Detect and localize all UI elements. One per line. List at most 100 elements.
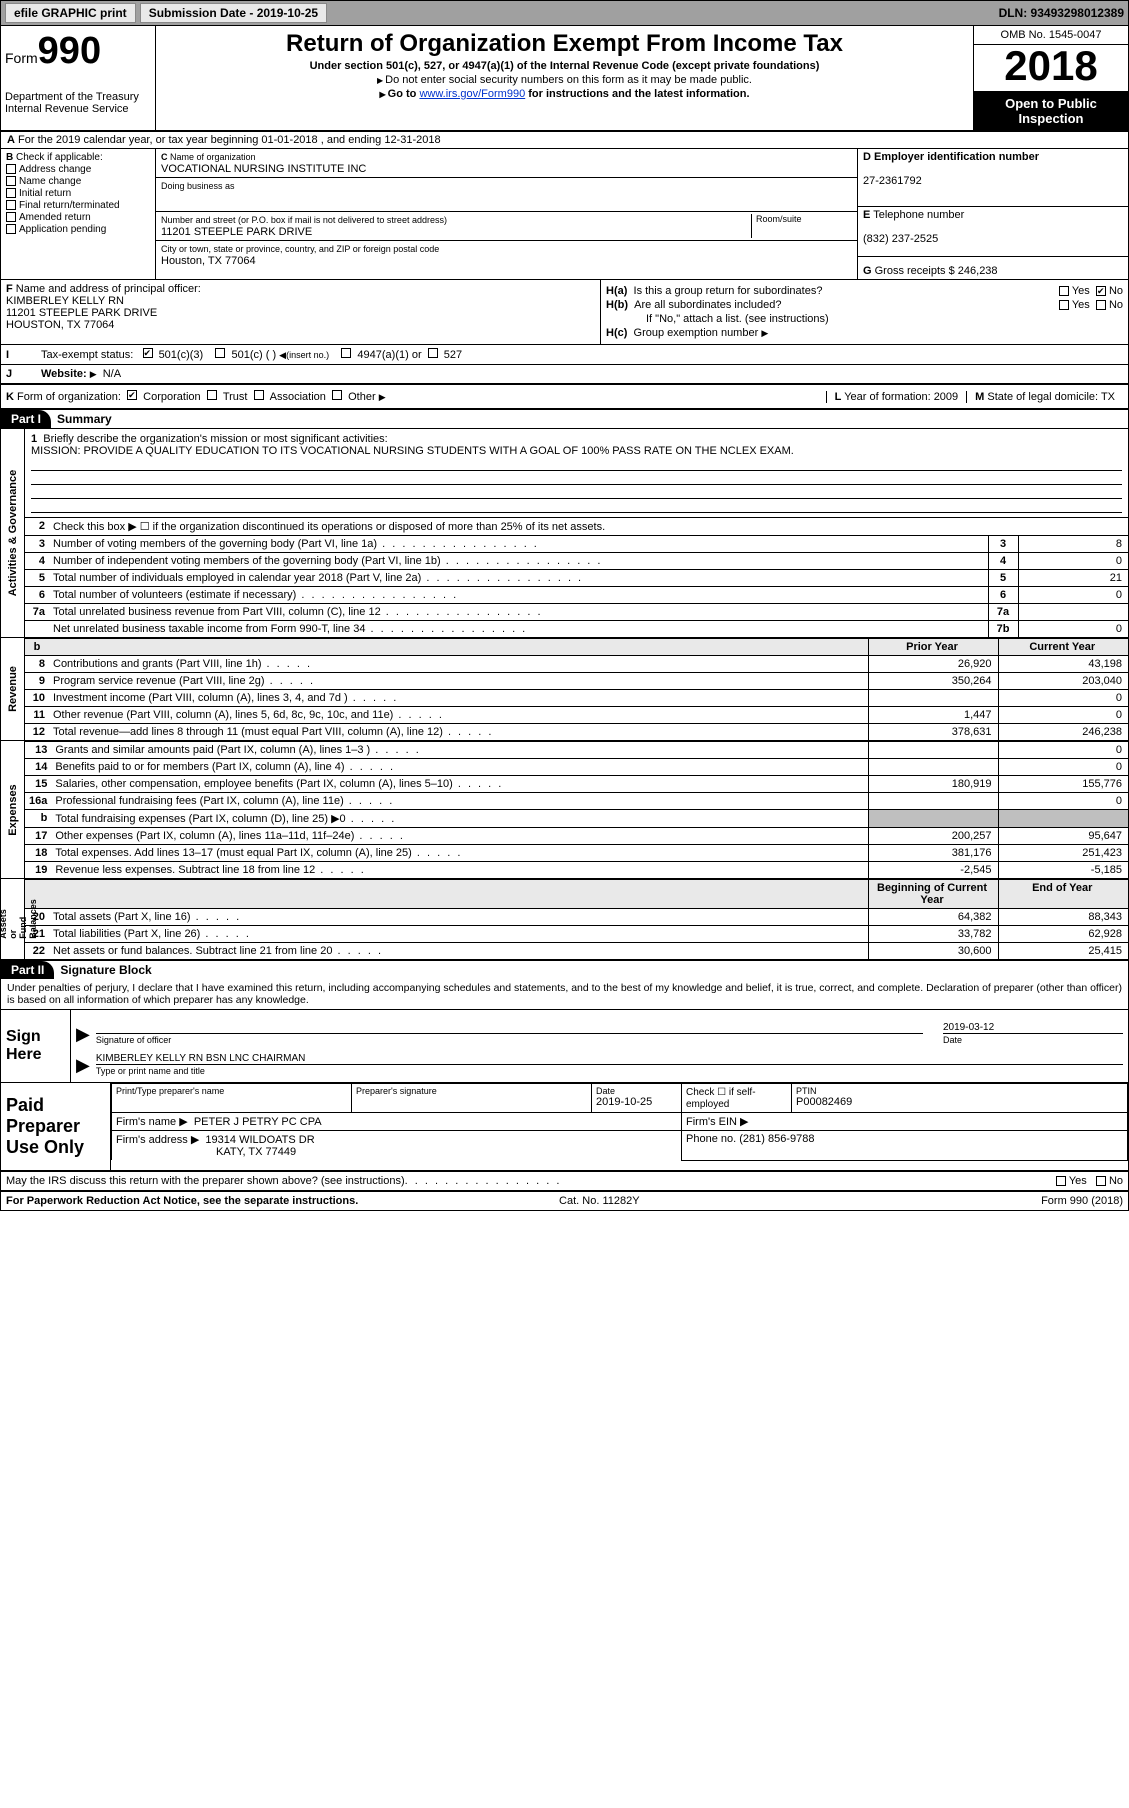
line1-label: Briefly describe the organization's miss… [43, 433, 387, 445]
chk-501c[interactable] [215, 348, 225, 358]
table-row: 17Other expenses (Part IX, column (A), l… [25, 828, 1128, 845]
column-h: H(a) Is this a group return for subordin… [601, 280, 1128, 344]
table-row: 8Contributions and grants (Part VIII, li… [25, 656, 1128, 673]
m-value: TX [1101, 391, 1115, 403]
h-b-yes: Yes [1072, 299, 1090, 311]
h-c-arrow [761, 327, 771, 339]
chk-app-pending[interactable]: Application pending [6, 224, 150, 235]
department-label: Department of the Treasury Internal Reve… [5, 91, 151, 115]
l-value: 2009 [934, 391, 958, 403]
table-row: 5Total number of individuals employed in… [25, 570, 1128, 587]
chk-assoc[interactable] [254, 390, 264, 400]
column-b: B Check if applicable: Address change Na… [1, 149, 156, 279]
topbar: efile GRAPHIC print Submission Date - 20… [1, 1, 1128, 26]
m-letter: M [975, 391, 984, 403]
chk-final-return[interactable]: Final return/terminated [6, 200, 150, 211]
pp-sig-label: Preparer's signature [356, 1086, 587, 1096]
header-mid: Return of Organization Exempt From Incom… [156, 26, 973, 130]
h-b-question: Are all subordinates included? [634, 299, 781, 311]
efile-print-button[interactable]: efile GRAPHIC print [5, 3, 136, 23]
f-letter: F [6, 283, 13, 295]
part2-header: Part II [1, 961, 54, 979]
lbl-assoc: Association [270, 391, 326, 403]
chk-corp[interactable] [127, 390, 137, 400]
officer-name: KIMBERLEY KELLY RN [6, 295, 124, 307]
chk-initial-return[interactable]: Initial return [6, 188, 150, 199]
table-row: 22Net assets or fund balances. Subtract … [25, 943, 1128, 960]
cat-no: Cat. No. 11282Y [559, 1195, 640, 1207]
column-f: F Name and address of principal officer:… [1, 280, 601, 344]
row-tax-status: I Tax-exempt status: 501(c)(3) 501(c) ( … [1, 345, 1128, 365]
f-label: Name and address of principal officer: [16, 283, 201, 295]
revenue-grid: 8Contributions and grants (Part VIII, li… [25, 655, 1128, 740]
vtab-expenses-label: Expenses [7, 784, 19, 835]
firm-addr1: 19314 WILDOATS DR [205, 1134, 314, 1146]
lbl-other: Other [348, 391, 376, 403]
table-row: 6Total number of volunteers (estimate if… [25, 587, 1128, 604]
signature-date: 2019-03-12 [943, 1022, 1123, 1033]
b-letter: B [6, 152, 13, 163]
row-website: J Website: N/A [1, 365, 1128, 385]
part2-title: Signature Block [54, 961, 157, 979]
vtab-revenue-label: Revenue [7, 666, 19, 712]
pp-self-label: Check ☐ if self-employed [686, 1087, 756, 1110]
chk-501c3[interactable] [143, 348, 153, 358]
h-b-no: No [1109, 299, 1123, 311]
h-a-no-chk[interactable] [1096, 286, 1106, 296]
officer-addr1: 11201 STEEPLE PARK DRIVE [6, 307, 157, 319]
h-b-yes-chk[interactable] [1059, 300, 1069, 310]
i-letter: I [6, 349, 9, 361]
part1-title: Summary [51, 410, 118, 428]
netassets-grid: 20Total assets (Part X, line 16)64,38288… [25, 908, 1128, 959]
b-label: Check if applicable: [16, 152, 103, 163]
h-a-yes-chk[interactable] [1059, 286, 1069, 296]
line1-num: 1 [31, 433, 37, 445]
lbl-501c3: 501(c)(3) [159, 349, 204, 361]
h-b-no-chk[interactable] [1096, 300, 1106, 310]
city-value: Houston, TX 77064 [161, 255, 256, 267]
vtab-revenue: Revenue [1, 638, 25, 740]
table-row: 7aTotal unrelated business revenue from … [25, 604, 1128, 621]
table-row: 12Total revenue—add lines 8 through 11 (… [25, 724, 1128, 741]
chk-address-change[interactable]: Address change [6, 164, 150, 175]
chk-amended[interactable]: Amended return [6, 212, 150, 223]
sign-here-block: Sign Here ▶ Signature of officer 2019-03… [1, 1010, 1128, 1083]
firm-addr-label: Firm's address ▶ [116, 1134, 199, 1146]
pp-ptin-label: PTIN [796, 1086, 1123, 1096]
goto-post: for instructions and the latest informat… [525, 88, 749, 100]
chk-527[interactable] [428, 348, 438, 358]
lbl-501c: 501(c) ( ) [231, 349, 276, 361]
chk-other[interactable] [332, 390, 342, 400]
line-a-text: For the 2019 calendar year, or tax year … [18, 134, 441, 146]
j-letter: J [6, 368, 12, 380]
officer-addr2: HOUSTON, TX 77064 [6, 319, 114, 331]
discuss-yes-chk[interactable] [1056, 1176, 1066, 1186]
firm-phone: (281) 856-9788 [739, 1133, 814, 1145]
lineb-num: b [25, 639, 49, 656]
e-letter: E [863, 209, 870, 221]
submission-date: Submission Date - 2019-10-25 [140, 3, 327, 23]
chk-name-change[interactable]: Name change [6, 176, 150, 187]
ein-label: Employer identification number [874, 151, 1039, 163]
lbl-corp: Corporation [143, 391, 200, 403]
column-c: C Name of organization VOCATIONAL NURSIN… [156, 149, 858, 279]
form-title: Return of Organization Exempt From Incom… [162, 30, 967, 58]
chk-trust[interactable] [207, 390, 217, 400]
form-ref: Form 990 (2018) [1041, 1195, 1123, 1207]
line-a: A For the 2019 calendar year, or tax yea… [1, 132, 1128, 149]
irs-link[interactable]: www.irs.gov/Form990 [419, 88, 525, 100]
l-label: Year of formation: [844, 391, 930, 403]
current-year-hdr: Current Year [998, 639, 1128, 656]
jurat-text: Under penalties of perjury, I declare th… [1, 979, 1128, 1010]
vtab-activities: Activities & Governance [1, 429, 25, 637]
form-header: Form990 Department of the Treasury Inter… [1, 26, 1128, 132]
room-suite-label: Room/suite [752, 214, 852, 238]
discuss-no-chk[interactable] [1096, 1176, 1106, 1186]
page-container: efile GRAPHIC print Submission Date - 20… [0, 0, 1129, 1211]
lbl-trust: Trust [223, 391, 248, 403]
city-label: City or town, state or province, country… [161, 244, 439, 254]
discuss-no: No [1109, 1175, 1123, 1187]
table-row: 4Number of independent voting members of… [25, 553, 1128, 570]
chk-initial-return-label: Initial return [19, 188, 71, 199]
chk-4947[interactable] [341, 348, 351, 358]
